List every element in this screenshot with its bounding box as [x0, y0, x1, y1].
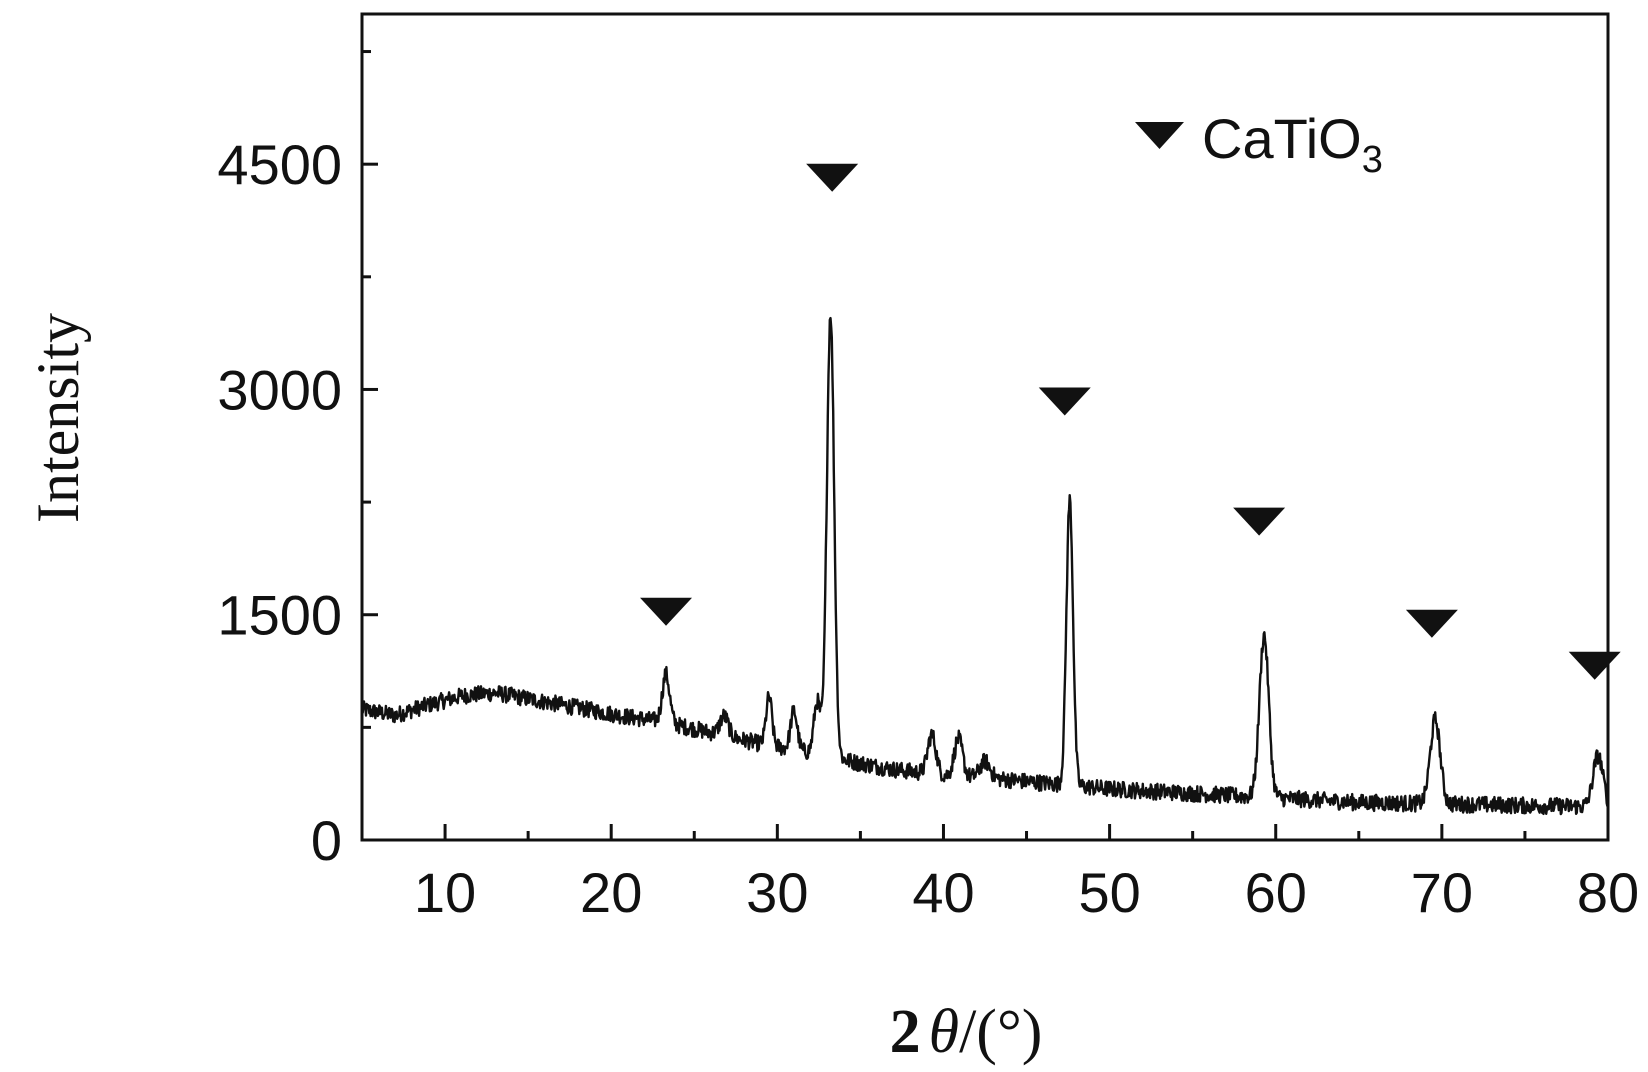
x-tick-label: 60 — [1245, 861, 1307, 924]
plot-frame — [360, 12, 1610, 842]
series-layer — [360, 316, 1610, 816]
peak-marker — [806, 163, 859, 192]
plot-border — [360, 12, 1610, 842]
x-axis-label: 2 θ/(°) — [890, 998, 1043, 1066]
y-tick-label: 0 — [311, 809, 342, 872]
x-tick-label: 40 — [912, 861, 974, 924]
peak-marker — [1038, 387, 1091, 416]
y-tick-label: 3000 — [217, 358, 342, 421]
peak-marker — [640, 597, 693, 626]
peak-markers — [640, 163, 1621, 680]
x-tick-label: 70 — [1411, 861, 1473, 924]
x-axis-ticks: 10 20 30 40 50 60 70 80 — [360, 824, 1639, 924]
y-axis-ticks: 0 1500 3000 4500 — [217, 50, 378, 872]
xrd-series-line — [360, 316, 1610, 816]
y-tick-label: 4500 — [217, 133, 342, 196]
x-tick-label: 80 — [1577, 861, 1639, 924]
y-axis-label: Intensity — [25, 313, 91, 523]
peak-marker — [1568, 651, 1621, 680]
legend-label: CaTiO3 — [1202, 107, 1383, 181]
legend: CaTiO3 — [1135, 107, 1383, 181]
peak-marker — [1233, 507, 1286, 536]
x-tick-label: 20 — [580, 861, 642, 924]
legend-marker — [1135, 122, 1184, 149]
x-tick-label: 30 — [746, 861, 808, 924]
y-tick-label: 1500 — [217, 584, 342, 647]
x-tick-label: 10 — [414, 861, 476, 924]
peak-marker — [1405, 609, 1458, 638]
x-tick-label: 50 — [1078, 861, 1140, 924]
